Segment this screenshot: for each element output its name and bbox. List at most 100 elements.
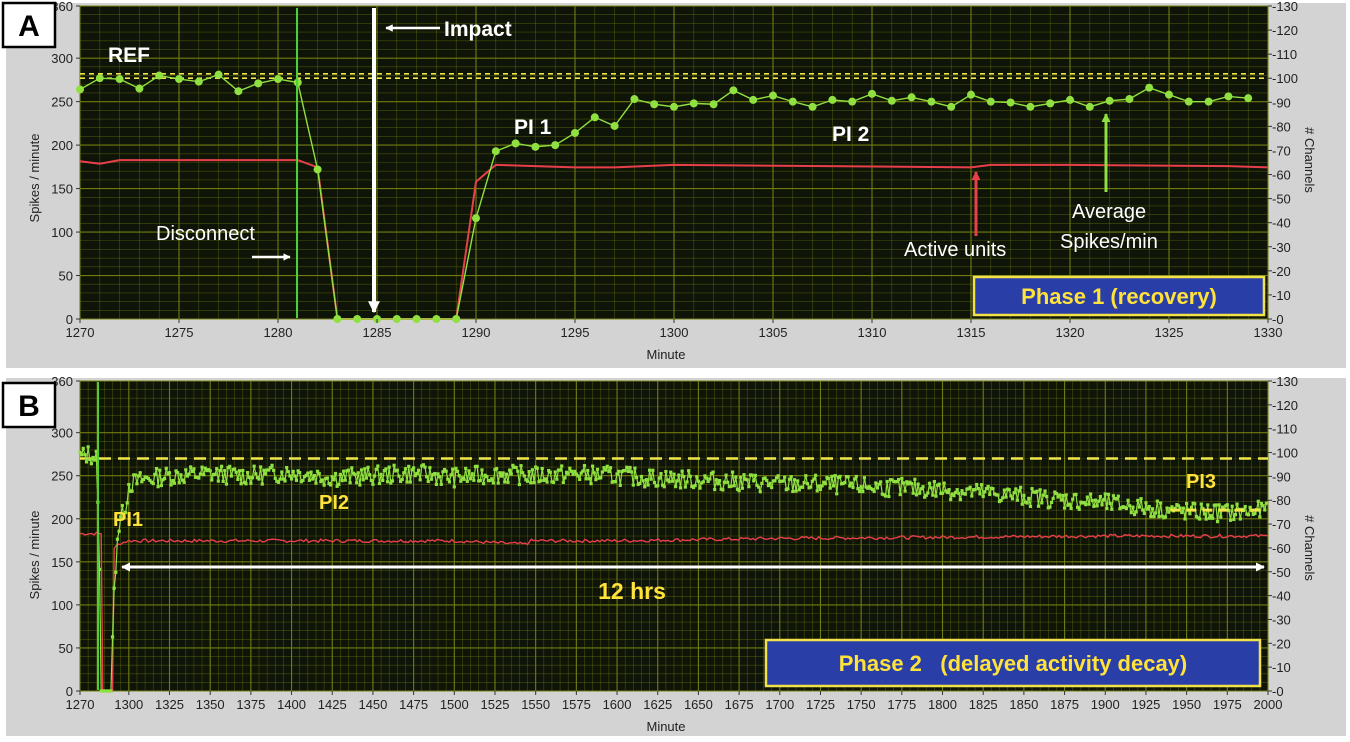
y2-tick-label: -90	[1272, 95, 1291, 110]
spikes-point	[597, 476, 601, 480]
spikes-point	[732, 484, 736, 488]
spikes-point	[551, 480, 556, 484]
spikes-point	[1206, 503, 1210, 507]
spikes-point	[441, 470, 445, 474]
y2-tick-label: -110	[1272, 47, 1297, 62]
spikes-point	[465, 479, 469, 483]
spikes-point	[175, 75, 183, 84]
spikes-point	[1227, 508, 1231, 513]
spikes-point	[177, 481, 181, 485]
spikes-point	[903, 489, 907, 493]
spikes-point	[182, 480, 186, 484]
spikes-point	[337, 482, 341, 487]
spikes-point	[610, 480, 614, 484]
spikes-point	[841, 481, 845, 486]
spikes-point	[675, 479, 679, 483]
spikes-point	[394, 469, 398, 473]
spikes-point	[263, 472, 268, 476]
spikes-point	[472, 214, 480, 223]
spikes-point	[316, 469, 320, 473]
panel-b-channels-series	[79, 531, 1269, 692]
spikes-point	[534, 465, 538, 469]
spikes-point	[678, 486, 683, 490]
spikes-point	[185, 474, 190, 478]
spikes-point	[457, 474, 461, 478]
spikes-point	[810, 479, 814, 483]
spikes-point	[229, 474, 233, 478]
spikes-point	[888, 478, 893, 482]
spikes-point	[1093, 498, 1098, 502]
spikes-point	[947, 102, 956, 111]
spikes-point	[722, 480, 727, 484]
spikes-point	[1163, 515, 1168, 519]
panel-b-pi2-label: PI2	[319, 492, 349, 514]
spikes-point	[729, 86, 738, 95]
spikes-point	[538, 479, 543, 483]
spikes-point	[1092, 504, 1096, 508]
spikes-point	[296, 469, 300, 473]
spikes-point	[612, 479, 616, 484]
spikes-point	[1048, 505, 1052, 509]
spikes-point	[571, 472, 575, 476]
spikes-point	[617, 469, 621, 473]
panel-b-spikes-series	[78, 445, 1268, 693]
panel-b-y2label: # Channels	[1302, 515, 1317, 581]
spikes-point	[851, 485, 855, 490]
spikes-point	[931, 493, 935, 497]
spikes-point	[1228, 518, 1233, 522]
spikes-point	[963, 492, 967, 496]
spikes-point	[508, 468, 512, 472]
spikes-point	[1155, 499, 1159, 503]
panel-a-active-units-label: Active units	[904, 239, 1006, 261]
spikes-point	[259, 465, 263, 469]
spikes-point	[1219, 515, 1223, 519]
spikes-point	[275, 479, 279, 483]
spikes-point	[250, 476, 255, 480]
spikes-point	[447, 480, 452, 484]
spikes-point	[1145, 507, 1150, 511]
spikes-point	[267, 468, 271, 472]
spikes-point	[381, 478, 385, 483]
spikes-point	[1111, 494, 1115, 498]
spikes-point	[991, 487, 995, 491]
spikes-point	[298, 471, 302, 475]
panel-a-grid	[79, 5, 1269, 320]
spikes-point	[125, 501, 129, 505]
spikes-point	[634, 475, 639, 480]
spikes-point	[656, 484, 660, 488]
spikes-point	[672, 472, 676, 476]
spikes-point	[1220, 505, 1225, 509]
spikes-point	[501, 471, 505, 475]
spikes-point	[700, 481, 704, 485]
panel-b-xlabel: Minute	[646, 719, 685, 734]
spikes-point	[962, 492, 966, 496]
spikes-point	[674, 484, 678, 489]
spikes-point	[771, 479, 775, 483]
spikes-point	[97, 567, 102, 572]
spikes-point	[1201, 506, 1205, 511]
spikes-point	[1188, 512, 1192, 516]
spikes-point	[433, 471, 437, 476]
spikes-point	[359, 468, 364, 472]
spikes-point	[1035, 489, 1039, 493]
x-tick-label: 1600	[603, 697, 632, 712]
spikes-point	[1198, 517, 1202, 521]
spikes-point	[270, 463, 274, 467]
spikes-point	[773, 479, 777, 483]
spikes-point	[1064, 493, 1068, 497]
spikes-point	[670, 479, 674, 483]
spikes-point	[623, 469, 627, 473]
spikes-point	[459, 479, 463, 483]
spikes-point	[135, 84, 144, 93]
spikes-point	[1105, 506, 1109, 511]
x-tick-label: 1300	[660, 325, 689, 340]
spikes-point	[910, 481, 914, 486]
spikes-point	[792, 478, 797, 482]
x-tick-label: 1270	[66, 697, 95, 712]
spikes-point	[1102, 498, 1106, 502]
spikes-point	[574, 472, 578, 476]
spikes-point	[93, 458, 97, 462]
spikes-point	[1087, 502, 1091, 506]
x-tick-label: 1700	[765, 697, 794, 712]
x-tick-label: 1550	[521, 697, 550, 712]
